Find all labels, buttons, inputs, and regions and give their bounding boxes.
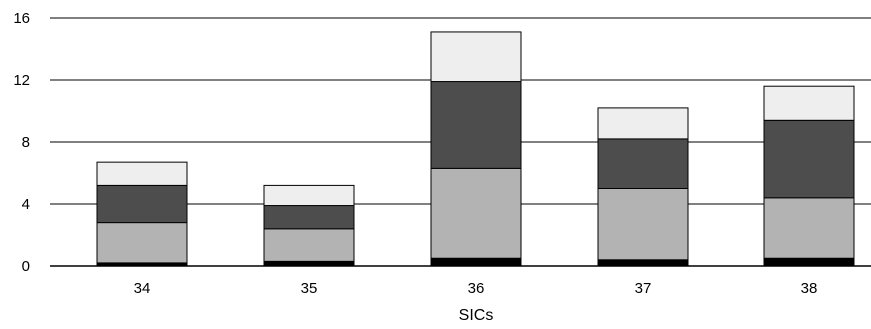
- bar-segment-35-1: [263, 228, 355, 262]
- x-tick-label: 34: [134, 280, 151, 297]
- bar-segment-38-3: [763, 85, 855, 121]
- x-tick-label: 35: [301, 280, 318, 297]
- bar-segment-36-2: [430, 81, 522, 169]
- y-tick-label: 12: [13, 72, 30, 89]
- x-tick-label: 38: [801, 280, 818, 297]
- x-tick-label: 37: [635, 280, 652, 297]
- bar-segment-34-2: [96, 184, 188, 224]
- bar-segment-35-2: [263, 205, 355, 230]
- bar-segment-37-0: [597, 259, 689, 267]
- bars: [96, 31, 855, 267]
- bar-segment-38-2: [763, 119, 855, 199]
- y-tick-label: 8: [22, 134, 30, 151]
- y-tick-label: 0: [22, 258, 30, 275]
- bar-segment-38-1: [763, 197, 855, 259]
- x-axis-title: SICs: [459, 307, 494, 324]
- bar-segment-38-0: [763, 257, 855, 267]
- y-tick-label: 16: [13, 10, 30, 27]
- bar-segment-37-3: [597, 107, 689, 140]
- bar-segment-37-2: [597, 138, 689, 189]
- bar-segment-36-1: [430, 167, 522, 259]
- bar-segment-36-0: [430, 257, 522, 267]
- bar-segment-34-3: [96, 161, 188, 186]
- bar-segment-34-1: [96, 222, 188, 264]
- bar-segment-36-3: [430, 31, 522, 83]
- bar-segment-37-1: [597, 188, 689, 261]
- bar-segment-35-3: [263, 184, 355, 207]
- x-tick-label: 36: [468, 280, 485, 297]
- y-tick-label: 4: [22, 196, 30, 213]
- axes: 0 4 8 12 16 34 35 36 37 38: [13, 10, 871, 297]
